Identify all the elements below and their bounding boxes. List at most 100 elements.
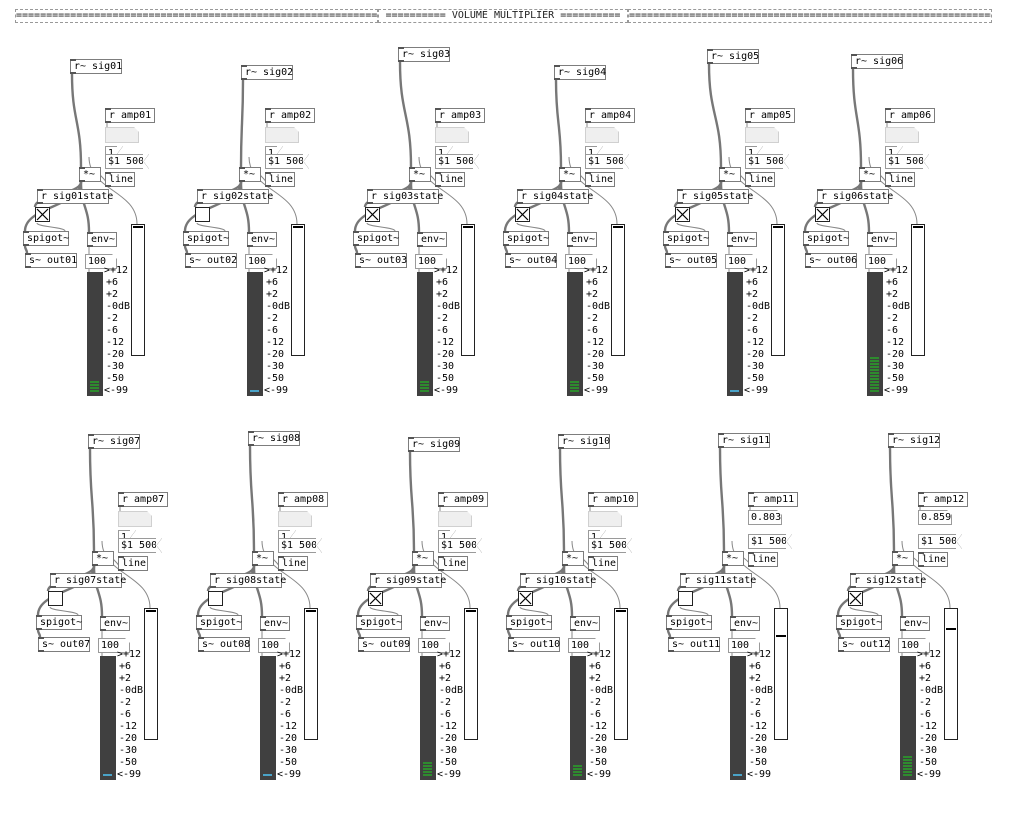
send-signal-object[interactable]: s~ out11 (668, 637, 720, 652)
spigot-toggle[interactable] (208, 591, 223, 606)
env-object[interactable]: env~ (567, 232, 597, 247)
slider-knob[interactable] (146, 610, 156, 612)
amp-number-box[interactable] (278, 511, 312, 527)
ramp-message[interactable]: $1 500 (748, 534, 792, 549)
env-number-box[interactable]: 100 (728, 638, 760, 653)
multiply-signal-object[interactable]: *~ (412, 551, 434, 566)
multiply-signal-object[interactable]: *~ (252, 551, 274, 566)
env-number-box[interactable]: 100 (865, 254, 897, 269)
spigot-toggle[interactable] (368, 591, 383, 606)
spigot-toggle[interactable] (515, 207, 530, 222)
slider-knob[interactable] (913, 226, 923, 228)
env-object[interactable]: env~ (727, 232, 757, 247)
ramp-message[interactable]: $1 500 (745, 154, 789, 169)
send-signal-object[interactable]: s~ out01 (25, 253, 77, 268)
env-object[interactable]: env~ (100, 616, 130, 631)
env-number-box[interactable]: 100 (898, 638, 930, 653)
amp-number-box[interactable] (435, 127, 469, 143)
spigot-object[interactable]: spigot~ (23, 231, 69, 246)
spigot-object[interactable]: spigot~ (506, 615, 552, 630)
spigot-toggle[interactable] (678, 591, 693, 606)
line-object[interactable]: line (918, 552, 948, 567)
volume-slider[interactable] (304, 608, 318, 740)
receive-state-object[interactable]: r sig08state (210, 573, 286, 588)
env-number-box[interactable]: 100 (245, 254, 277, 269)
receive-state-object[interactable]: r sig12state (850, 573, 926, 588)
ramp-message[interactable]: $1 500 (588, 538, 632, 553)
receive-amp-object[interactable]: r amp05 (745, 108, 795, 123)
volume-slider[interactable] (614, 608, 628, 740)
send-signal-object[interactable]: s~ out04 (505, 253, 557, 268)
amp-number-box[interactable] (438, 511, 472, 527)
spigot-toggle[interactable] (848, 591, 863, 606)
ramp-message[interactable]: $1 500 (118, 538, 162, 553)
receive-signal-object[interactable]: r~ sig02 (241, 65, 293, 80)
amp-number-box[interactable] (745, 127, 779, 143)
send-signal-object[interactable]: s~ out12 (838, 637, 890, 652)
spigot-object[interactable]: spigot~ (836, 615, 882, 630)
env-number-box[interactable]: 100 (568, 638, 600, 653)
ramp-message[interactable]: $1 500 (265, 154, 309, 169)
spigot-object[interactable]: spigot~ (666, 615, 712, 630)
env-object[interactable]: env~ (247, 232, 277, 247)
volume-slider[interactable] (464, 608, 478, 740)
line-object[interactable]: line (748, 552, 778, 567)
ramp-message[interactable]: $1 500 (585, 154, 629, 169)
multiply-signal-object[interactable]: *~ (559, 167, 581, 182)
multiply-signal-object[interactable]: *~ (92, 551, 114, 566)
env-object[interactable]: env~ (730, 616, 760, 631)
ramp-message[interactable]: $1 500 (435, 154, 479, 169)
receive-signal-object[interactable]: r~ sig09 (408, 437, 460, 452)
amp-number-box[interactable] (885, 127, 919, 143)
slider-knob[interactable] (133, 226, 143, 228)
line-object[interactable]: line (278, 556, 308, 571)
line-object[interactable]: line (265, 172, 295, 187)
line-object[interactable]: line (885, 172, 915, 187)
line-object[interactable]: line (585, 172, 615, 187)
spigot-object[interactable]: spigot~ (356, 615, 402, 630)
slider-knob[interactable] (466, 610, 476, 612)
ramp-message[interactable]: $1 500 (278, 538, 322, 553)
env-number-box[interactable]: 100 (415, 254, 447, 269)
env-object[interactable]: env~ (900, 616, 930, 631)
spigot-toggle[interactable] (518, 591, 533, 606)
amp-number-box[interactable] (588, 511, 622, 527)
ramp-message[interactable]: $1 500 (918, 534, 962, 549)
spigot-toggle[interactable] (815, 207, 830, 222)
spigot-toggle[interactable] (365, 207, 380, 222)
multiply-signal-object[interactable]: *~ (79, 167, 101, 182)
spigot-object[interactable]: spigot~ (663, 231, 709, 246)
ramp-message[interactable]: $1 500 (105, 154, 149, 169)
receive-state-object[interactable]: r sig01state (37, 189, 113, 204)
env-number-box[interactable]: 100 (98, 638, 130, 653)
amp-number-box[interactable] (585, 127, 619, 143)
volume-slider[interactable] (771, 224, 785, 356)
receive-amp-object[interactable]: r amp11 (748, 492, 798, 507)
volume-slider[interactable] (291, 224, 305, 356)
receive-signal-object[interactable]: r~ sig08 (248, 431, 300, 446)
receive-amp-object[interactable]: r amp04 (585, 108, 635, 123)
env-number-box[interactable]: 100 (725, 254, 757, 269)
receive-signal-object[interactable]: r~ sig04 (554, 65, 606, 80)
volume-slider[interactable] (611, 224, 625, 356)
slider-knob[interactable] (306, 610, 316, 612)
env-object[interactable]: env~ (260, 616, 290, 631)
spigot-toggle[interactable] (35, 207, 50, 222)
spigot-object[interactable]: spigot~ (503, 231, 549, 246)
line-object[interactable]: line (588, 556, 618, 571)
receive-state-object[interactable]: r sig06state (817, 189, 893, 204)
receive-signal-object[interactable]: r~ sig07 (88, 434, 140, 449)
multiply-signal-object[interactable]: *~ (239, 167, 261, 182)
multiply-signal-object[interactable]: *~ (409, 167, 431, 182)
receive-amp-object[interactable]: r amp12 (918, 492, 968, 507)
amp-number-box[interactable] (105, 127, 139, 143)
spigot-object[interactable]: spigot~ (36, 615, 82, 630)
receive-state-object[interactable]: r sig10state (520, 573, 596, 588)
env-number-box[interactable]: 100 (565, 254, 597, 269)
send-signal-object[interactable]: s~ out09 (358, 637, 410, 652)
slider-knob[interactable] (463, 226, 473, 228)
amp-number-box[interactable]: 0.803 (748, 510, 782, 525)
send-signal-object[interactable]: s~ out05 (665, 253, 717, 268)
receive-signal-object[interactable]: r~ sig01 (70, 59, 122, 74)
